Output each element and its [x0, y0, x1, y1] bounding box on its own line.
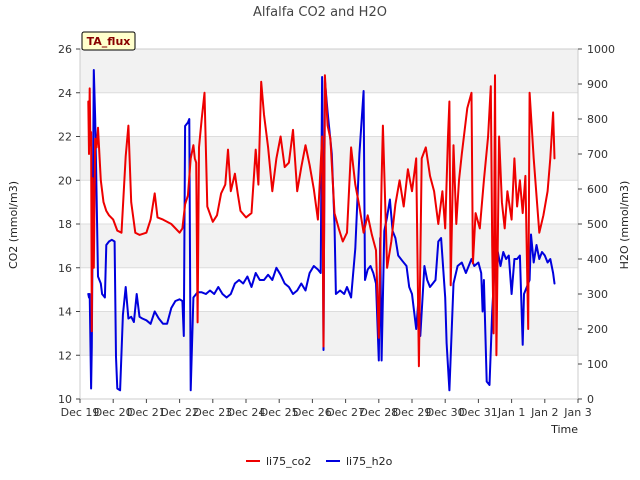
x-tick-label: Dec 30 [426, 406, 465, 419]
y-tick-label-left: 10 [58, 393, 72, 406]
right-axis: 0 100 200 300 400 500 600 700 800 900 1000 [578, 43, 615, 406]
x-tick-label: Dec 19 [61, 406, 100, 419]
y-tick-label-right: 900 [587, 78, 608, 91]
series-layer [87, 69, 556, 392]
y-tick-label-right: 100 [587, 358, 608, 371]
x-tick-label: Dec 23 [193, 406, 232, 419]
y-tick-label-right: 200 [587, 323, 608, 336]
y-tick-label-right: 1000 [587, 43, 615, 56]
y-tick-label-left: 12 [58, 349, 72, 362]
y-tick-label-right: 800 [587, 113, 608, 126]
x-tick-label: Dec 29 [393, 406, 432, 419]
y-tick-label-right: 600 [587, 183, 608, 196]
y-tick-label-left: 24 [58, 87, 72, 100]
left-axis: 10 12 14 16 18 20 22 24 26 [58, 43, 80, 406]
x-axis-label: Time [550, 423, 578, 436]
y-tick-label-right: 500 [587, 218, 608, 231]
y-axis-label-right: H2O (mmol/m3) [618, 181, 631, 270]
x-tick-label: Jan 3 [563, 406, 591, 419]
x-tick-label: Dec 28 [359, 406, 398, 419]
y-tick-label-left: 14 [58, 306, 72, 319]
y-tick-label-left: 22 [58, 131, 72, 144]
series-line-li75_co2 [87, 74, 556, 368]
y-tick-label-right: 300 [587, 288, 608, 301]
y-tick-label-left: 20 [58, 174, 72, 187]
x-tick-label: Dec 20 [94, 406, 133, 419]
y-axis-label-left: CO2 (mmol/m3) [7, 181, 20, 269]
x-tick-label: Dec 21 [127, 406, 166, 419]
chart-title: Alfalfa CO2 and H2O [253, 5, 387, 20]
plot-band [80, 136, 578, 181]
y-tick-label-right: 400 [587, 253, 608, 266]
legend-label-co2: li75_co2 [266, 455, 311, 468]
badge: TA_flux [81, 31, 136, 51]
x-tick-label: Jan 2 [530, 406, 558, 419]
legend-label-h2o: li75_h2o [346, 455, 393, 468]
plot-band [80, 224, 578, 268]
x-tick-label: Jan 1 [497, 406, 525, 419]
x-tick-label: Dec 31 [459, 406, 498, 419]
plot-band [80, 311, 578, 356]
badge-label: TA_flux [87, 35, 131, 48]
legend: li75_co2 li75_h2o [246, 455, 393, 468]
y-tick-label-left: 18 [58, 218, 72, 231]
y-tick-label-right: 0 [587, 393, 594, 406]
x-tick-label: Dec 22 [160, 406, 199, 419]
x-tick-label: Dec 25 [260, 406, 299, 419]
x-tick-label: Dec 26 [293, 406, 332, 419]
y-tick-label-left: 16 [58, 262, 72, 275]
plot-band [80, 49, 578, 93]
y-tick-label-left: 26 [58, 43, 72, 56]
badge-box [81, 31, 136, 51]
x-tick-label: Dec 27 [326, 406, 365, 419]
y-tick-label-right: 700 [587, 148, 608, 161]
x-tick-label: Dec 24 [227, 406, 266, 419]
